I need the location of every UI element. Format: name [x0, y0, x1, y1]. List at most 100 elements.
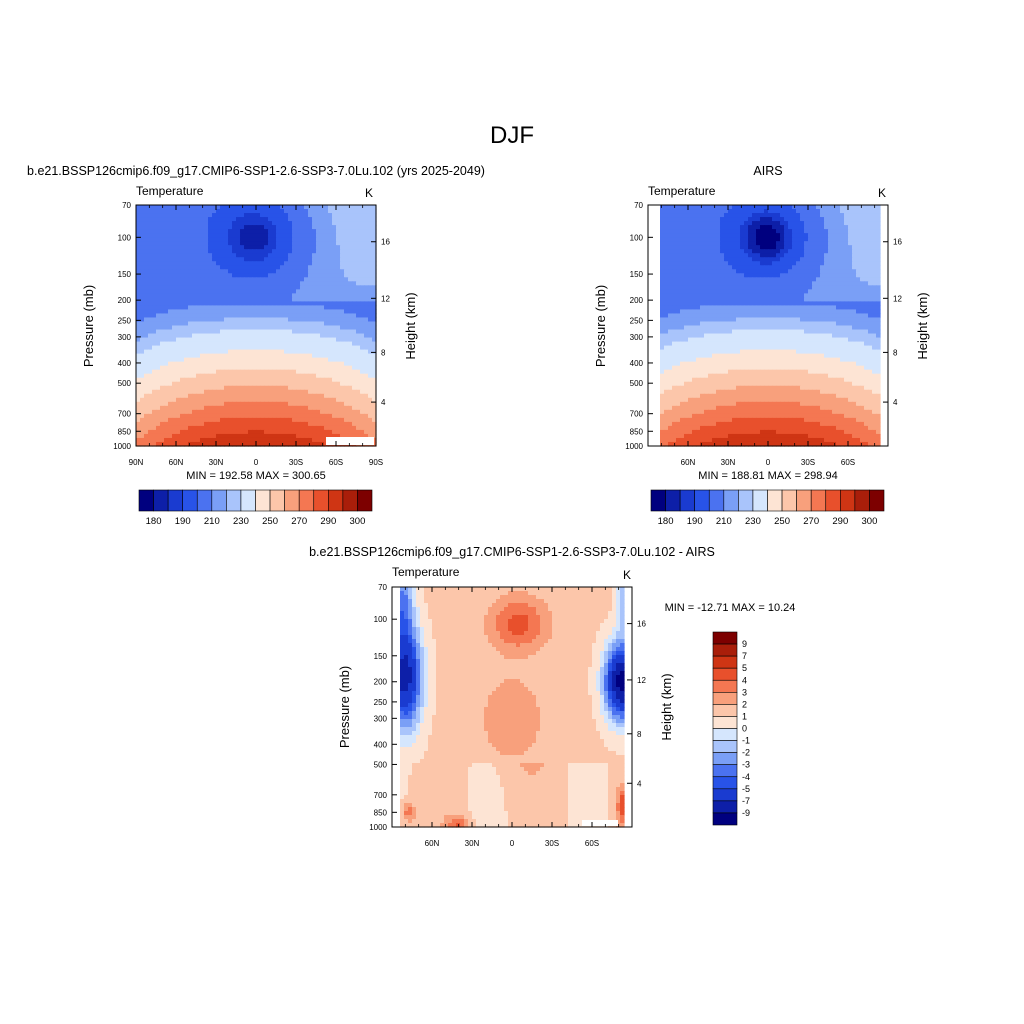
field-cell	[208, 361, 213, 367]
field-cell	[168, 257, 173, 262]
field-cell	[212, 265, 217, 270]
field-cell	[804, 233, 809, 238]
field-cell	[744, 289, 749, 294]
field-cell	[272, 237, 277, 242]
field-cell	[328, 349, 333, 355]
field-cell	[784, 249, 789, 254]
field-cell	[340, 313, 345, 319]
field-cell	[680, 241, 685, 246]
field-cell	[208, 245, 213, 250]
field-cell	[312, 305, 317, 311]
field-cell	[304, 421, 309, 427]
field-cell	[672, 257, 677, 262]
field-cell	[168, 345, 173, 351]
field-cell	[236, 229, 241, 234]
field-cell	[324, 365, 329, 371]
field-cell	[172, 217, 177, 222]
field-cell	[240, 245, 245, 250]
field-cell	[164, 317, 169, 323]
field-cell	[336, 365, 341, 371]
field-cell	[684, 265, 689, 270]
field-cell	[356, 333, 361, 339]
field-cell	[760, 245, 765, 250]
field-cell	[176, 429, 181, 435]
field-cell	[308, 357, 313, 363]
field-cell	[312, 281, 317, 286]
field-cell	[256, 397, 261, 403]
field-cell	[156, 361, 161, 367]
field-cell	[136, 257, 141, 262]
field-cell	[264, 357, 269, 363]
field-cell	[364, 305, 369, 311]
field-cell	[324, 285, 329, 290]
field-cell	[164, 425, 169, 431]
field-cell	[360, 321, 365, 327]
field-cell	[700, 217, 705, 222]
field-cell	[252, 353, 257, 359]
field-cell	[152, 225, 157, 230]
field-cell	[164, 249, 169, 254]
field-cell	[272, 205, 277, 210]
field-cell	[324, 381, 329, 387]
field-cell	[272, 229, 277, 234]
field-cell	[728, 253, 733, 258]
field-cell	[696, 261, 701, 266]
field-cell	[700, 265, 705, 270]
field-cell	[820, 277, 825, 282]
field-cell	[352, 221, 357, 226]
field-cell	[252, 261, 257, 266]
field-cell	[276, 441, 281, 447]
field-cell	[204, 421, 209, 427]
field-cell	[232, 341, 237, 347]
field-cell	[164, 377, 169, 383]
field-cell	[200, 301, 205, 307]
field-cell	[156, 249, 161, 254]
field-cell	[708, 213, 713, 218]
field-cell	[216, 301, 221, 307]
field-cell	[144, 417, 149, 423]
field-cell	[764, 225, 769, 230]
field-cell	[328, 433, 333, 439]
field-cell	[232, 229, 237, 234]
field-cell	[696, 249, 701, 254]
field-cell	[708, 205, 713, 210]
field-cell	[312, 333, 317, 339]
field-cell	[680, 213, 685, 218]
field-cell	[156, 225, 161, 230]
field-cell	[864, 281, 869, 286]
field-cell	[288, 393, 293, 399]
field-cell	[212, 301, 217, 307]
field-cell	[164, 353, 169, 359]
field-cell	[216, 409, 221, 415]
field-cell	[304, 321, 309, 327]
field-cell	[700, 253, 705, 258]
field-cell	[364, 393, 369, 399]
field-cell	[252, 397, 257, 403]
field-cell	[876, 225, 881, 230]
field-cell	[152, 305, 157, 311]
field-cell	[192, 381, 197, 387]
field-cell	[216, 417, 221, 423]
field-cell	[292, 273, 297, 278]
field-cell	[164, 321, 169, 327]
field-cell	[364, 409, 369, 415]
field-cell	[336, 349, 341, 355]
field-cell	[868, 209, 873, 214]
field-cell	[176, 365, 181, 371]
field-cell	[192, 257, 197, 262]
field-cell	[300, 405, 305, 411]
field-cell	[232, 429, 237, 435]
field-cell	[296, 397, 301, 403]
field-cell	[304, 389, 309, 395]
field-cell	[716, 225, 721, 230]
field-cell	[148, 413, 153, 419]
field-cell	[692, 261, 697, 266]
field-cell	[300, 209, 305, 214]
y-tick-label: 70	[122, 201, 131, 210]
field-cell	[216, 285, 221, 290]
field-cell	[820, 269, 825, 274]
field-cell	[716, 289, 721, 294]
field-cell	[712, 261, 717, 266]
field-cell	[732, 217, 737, 222]
field-cell	[300, 429, 305, 435]
